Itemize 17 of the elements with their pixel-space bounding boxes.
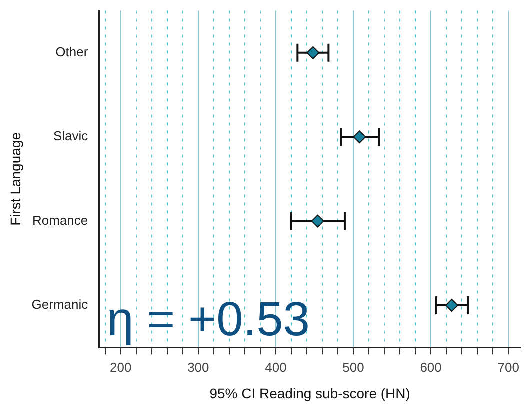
x-tick-label: 700 xyxy=(498,360,520,375)
x-tick-label: 400 xyxy=(265,360,287,375)
y-axis-title: First Language xyxy=(7,132,24,226)
y-tick-label: Romance xyxy=(32,212,88,228)
y-tick-label: Germanic xyxy=(32,297,89,312)
point xyxy=(353,130,366,144)
x-tick-label: 200 xyxy=(110,360,132,375)
annotation: η = +0.53 xyxy=(107,294,310,347)
x-tick-label: 600 xyxy=(420,360,442,375)
y-tick-label: Other xyxy=(56,44,89,60)
point xyxy=(311,214,324,228)
point xyxy=(445,299,458,312)
point xyxy=(306,46,320,60)
x-axis-title: 95% CI Reading sub-score (HN) xyxy=(210,385,410,402)
x-tick-label: 500 xyxy=(342,360,364,375)
x-tick-label: 300 xyxy=(188,360,210,375)
y-tick-label: Slavic xyxy=(53,128,89,144)
